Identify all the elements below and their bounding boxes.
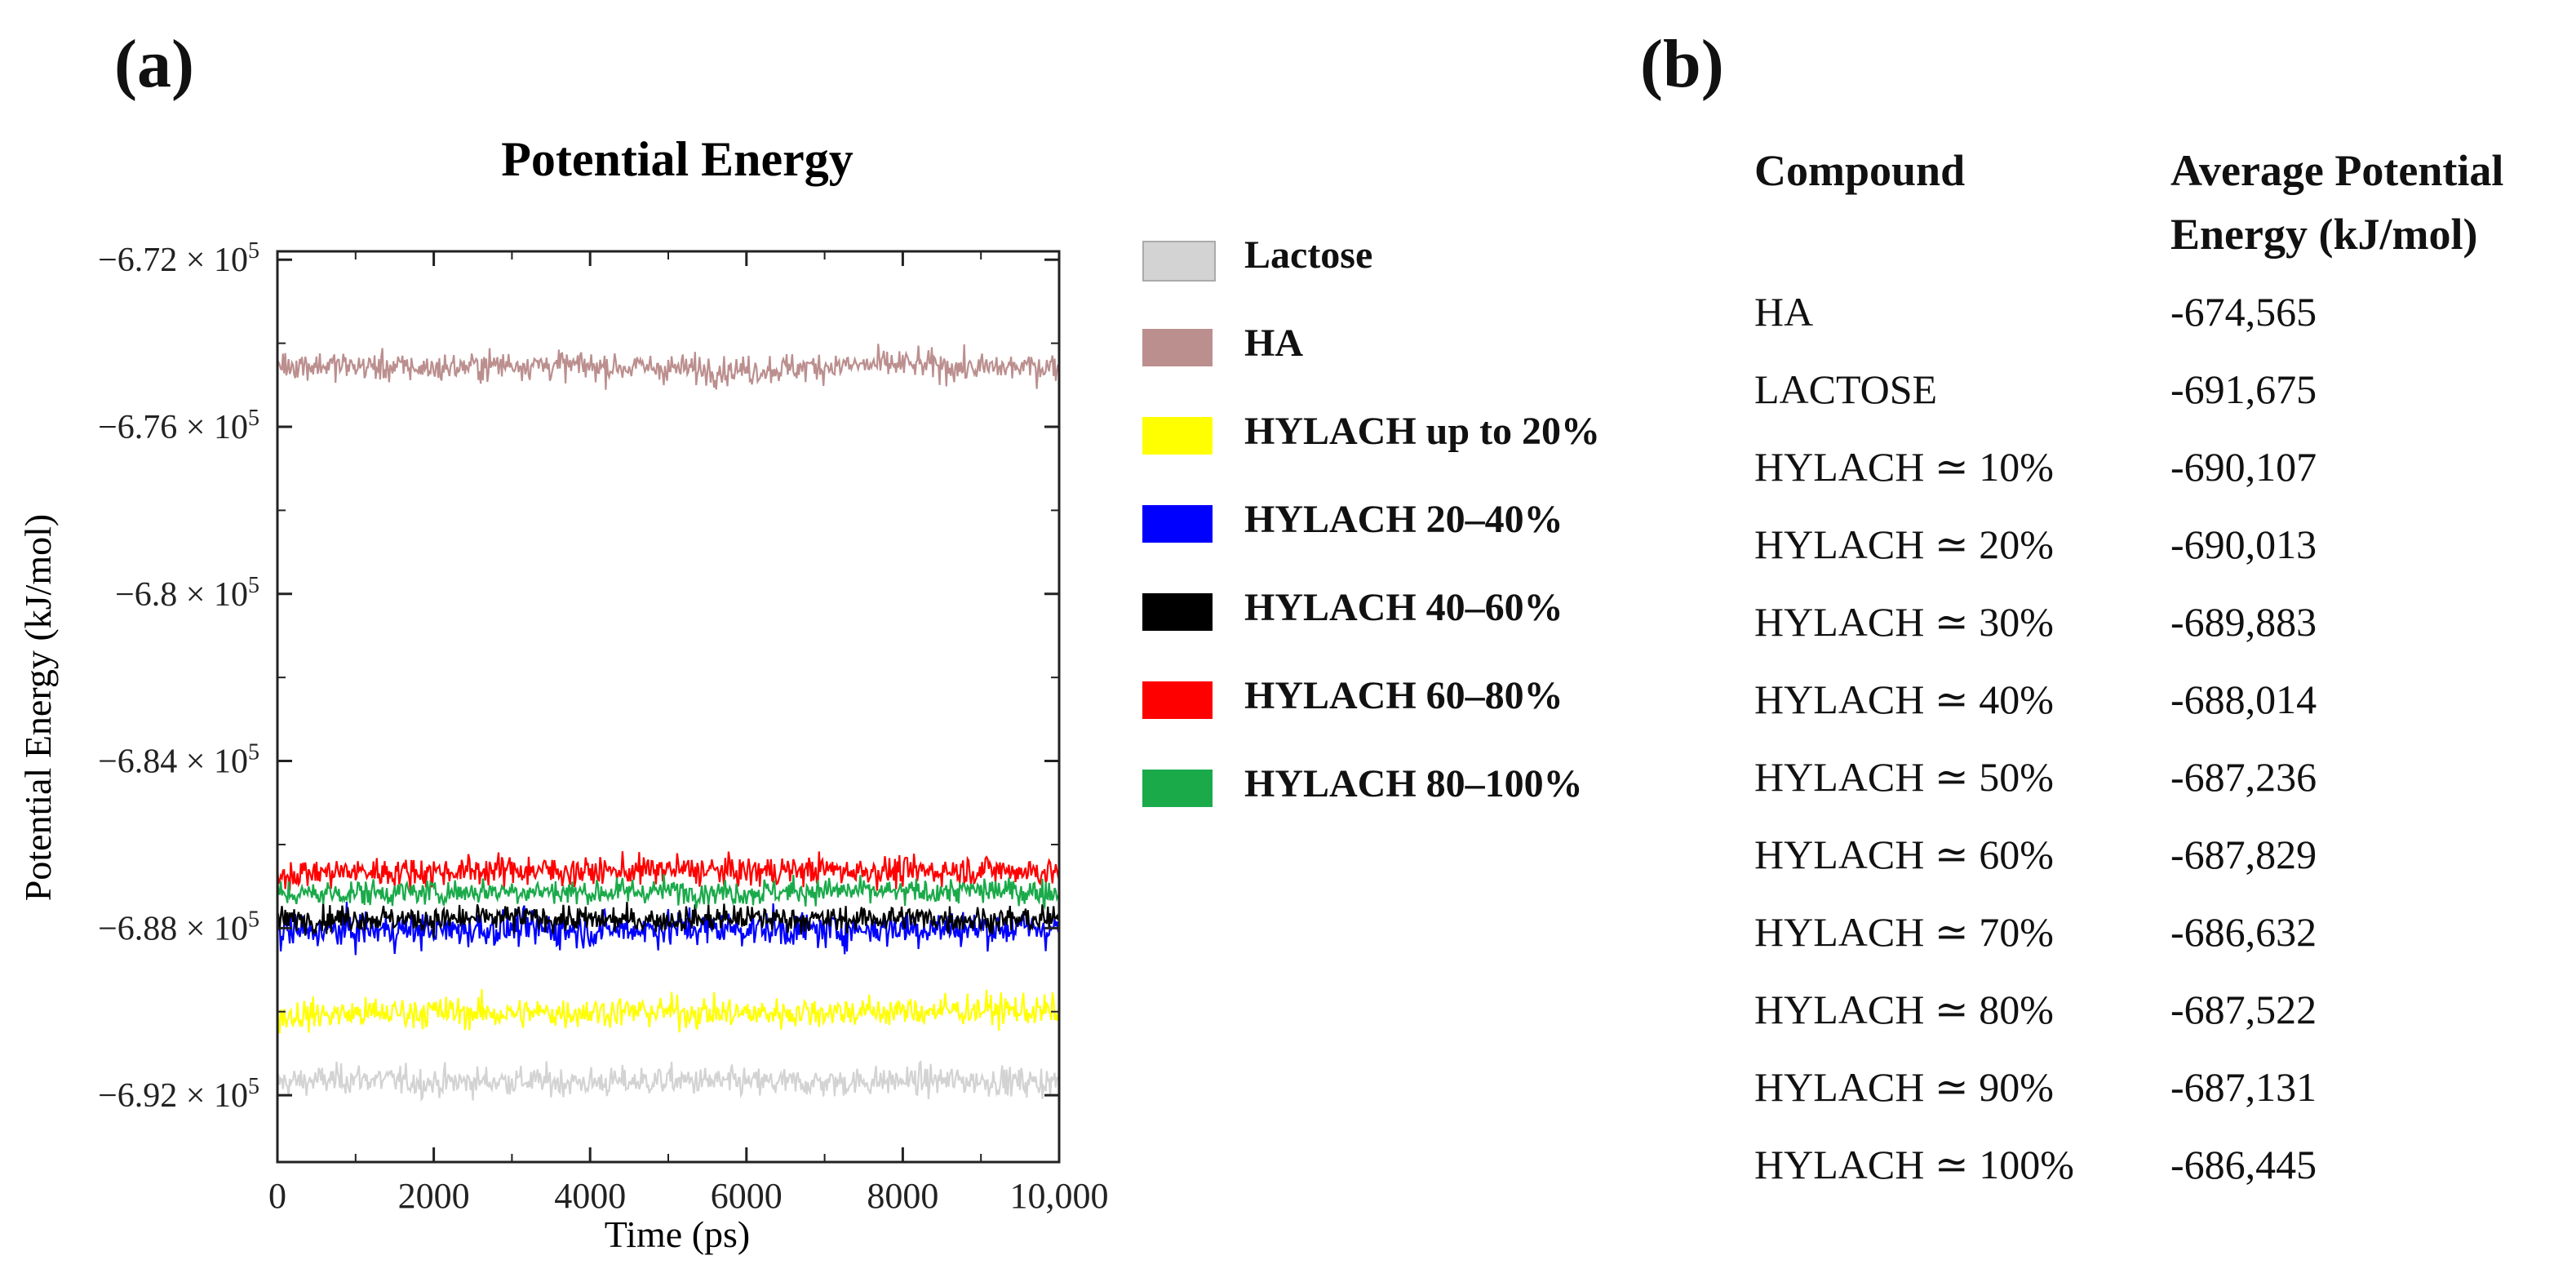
series-line [276,344,1061,390]
table-cell-compound: HYLACH ≃ 50% [1754,754,2054,800]
legend-item: HA [1142,321,1714,373]
x-tick-label: 6000 [711,1176,783,1216]
legend-item: HYLACH 60–80% [1142,673,1714,725]
legend-item: HYLACH 40–60% [1142,585,1714,637]
y-tick-label: −6.92 × 105 [98,1074,259,1115]
legend-item: HYLACH up to 20% [1142,409,1714,461]
table-cell-compound: HYLACH ≃ 90% [1754,1064,2054,1110]
y-tick-label: −6.72 × 105 [98,238,259,279]
legend-label: HYLACH 40–60% [1244,586,1563,629]
x-tick-label: 2000 [398,1176,470,1216]
legend-swatch [1142,241,1216,282]
table-cell-compound: HA [1754,289,1814,335]
series-line [276,989,1061,1034]
x-tick-label: 4000 [554,1176,626,1216]
axes-layer: 0 2000 4000 6000 8000 10,000 −6.72 × 105 −6.76 … [98,238,1108,1216]
table-header-energy-line1: Average Potential [2170,146,2504,195]
series-line [276,873,1060,911]
table-cell-energy: -687,522 [2170,987,2317,1032]
x-tick-label: 8000 [867,1176,938,1216]
table-cell-energy: -689,883 [2170,599,2317,645]
table-cell-compound: HYLACH ≃ 40% [1754,676,2054,722]
legend-swatch [1142,417,1213,455]
table-cell-energy: -687,131 [2170,1064,2317,1110]
panel-label-a: (a) [114,26,194,102]
y-tick-label: −6.88 × 105 [98,907,259,947]
legend-swatch [1142,593,1213,631]
y-tick-label: −6.84 × 105 [98,740,259,781]
table-cell-energy: -691,675 [2170,366,2317,412]
table-cell-compound: HYLACH ≃ 80% [1754,987,2054,1032]
legend-item: Lactose [1142,233,1714,285]
legend-label: HA [1244,322,1303,365]
legend-swatch [1142,681,1213,719]
table-header-energy-line2: Energy (kJ/mol) [2170,210,2478,259]
table-cell-energy: -688,014 [2170,676,2317,722]
legend-swatch [1142,505,1213,543]
x-axis-label: Time (ps) [605,1213,751,1255]
panel-label-b: (b) [1640,26,1724,102]
y-tick-label: −6.76 × 105 [98,406,259,446]
legend-label: HYLACH 80–100% [1244,762,1583,805]
table-cell-compound: HYLACH ≃ 60% [1754,832,2054,877]
table-cell-energy: -687,236 [2170,754,2317,800]
series-line [276,902,1061,938]
plot-frame [276,250,1061,1164]
table-cell-energy: -690,107 [2170,444,2317,490]
legend-label: HYLACH 20–40% [1244,498,1563,541]
table-cell-compound: LACTOSE [1754,366,1938,412]
table-header-compound: Compound [1754,146,1966,195]
table-cell-energy: -690,013 [2170,521,2317,567]
table-cell-energy: -686,632 [2170,909,2317,955]
series-line [276,851,1061,891]
table-cell-compound: HYLACH ≃ 10% [1754,444,2054,490]
legend-label: Lactose [1244,233,1373,277]
legend-swatch [1142,770,1213,807]
series-layer [276,344,1061,1102]
table-cell-energy: -674,565 [2170,289,2317,335]
legend-label: HYLACH up to 20% [1244,410,1601,453]
chart-title: Potential Energy [501,132,853,186]
table-cell-compound: HYLACH ≃ 70% [1754,909,2054,955]
y-tick-label: −6.8 × 105 [115,573,259,614]
series-line [276,1059,1061,1102]
legend-item: HYLACH 20–40% [1142,497,1714,549]
table-cell-energy: -686,445 [2170,1142,2317,1187]
series-line [276,901,1061,956]
table-cell-compound: HYLACH ≃ 20% [1754,521,2054,567]
legend-swatch [1142,329,1213,366]
x-tick-label: 10,000 [1010,1176,1109,1216]
legend-label: HYLACH 60–80% [1244,674,1563,717]
y-axis-label: Potential Energy (kJ/mol) [17,514,59,901]
table-cell-energy: -687,829 [2170,832,2317,877]
table-cell-compound: HYLACH ≃ 100% [1754,1142,2074,1187]
x-tick-label: 0 [268,1176,286,1216]
table-cell-compound: HYLACH ≃ 30% [1754,599,2054,645]
legend-item: HYLACH 80–100% [1142,761,1714,814]
